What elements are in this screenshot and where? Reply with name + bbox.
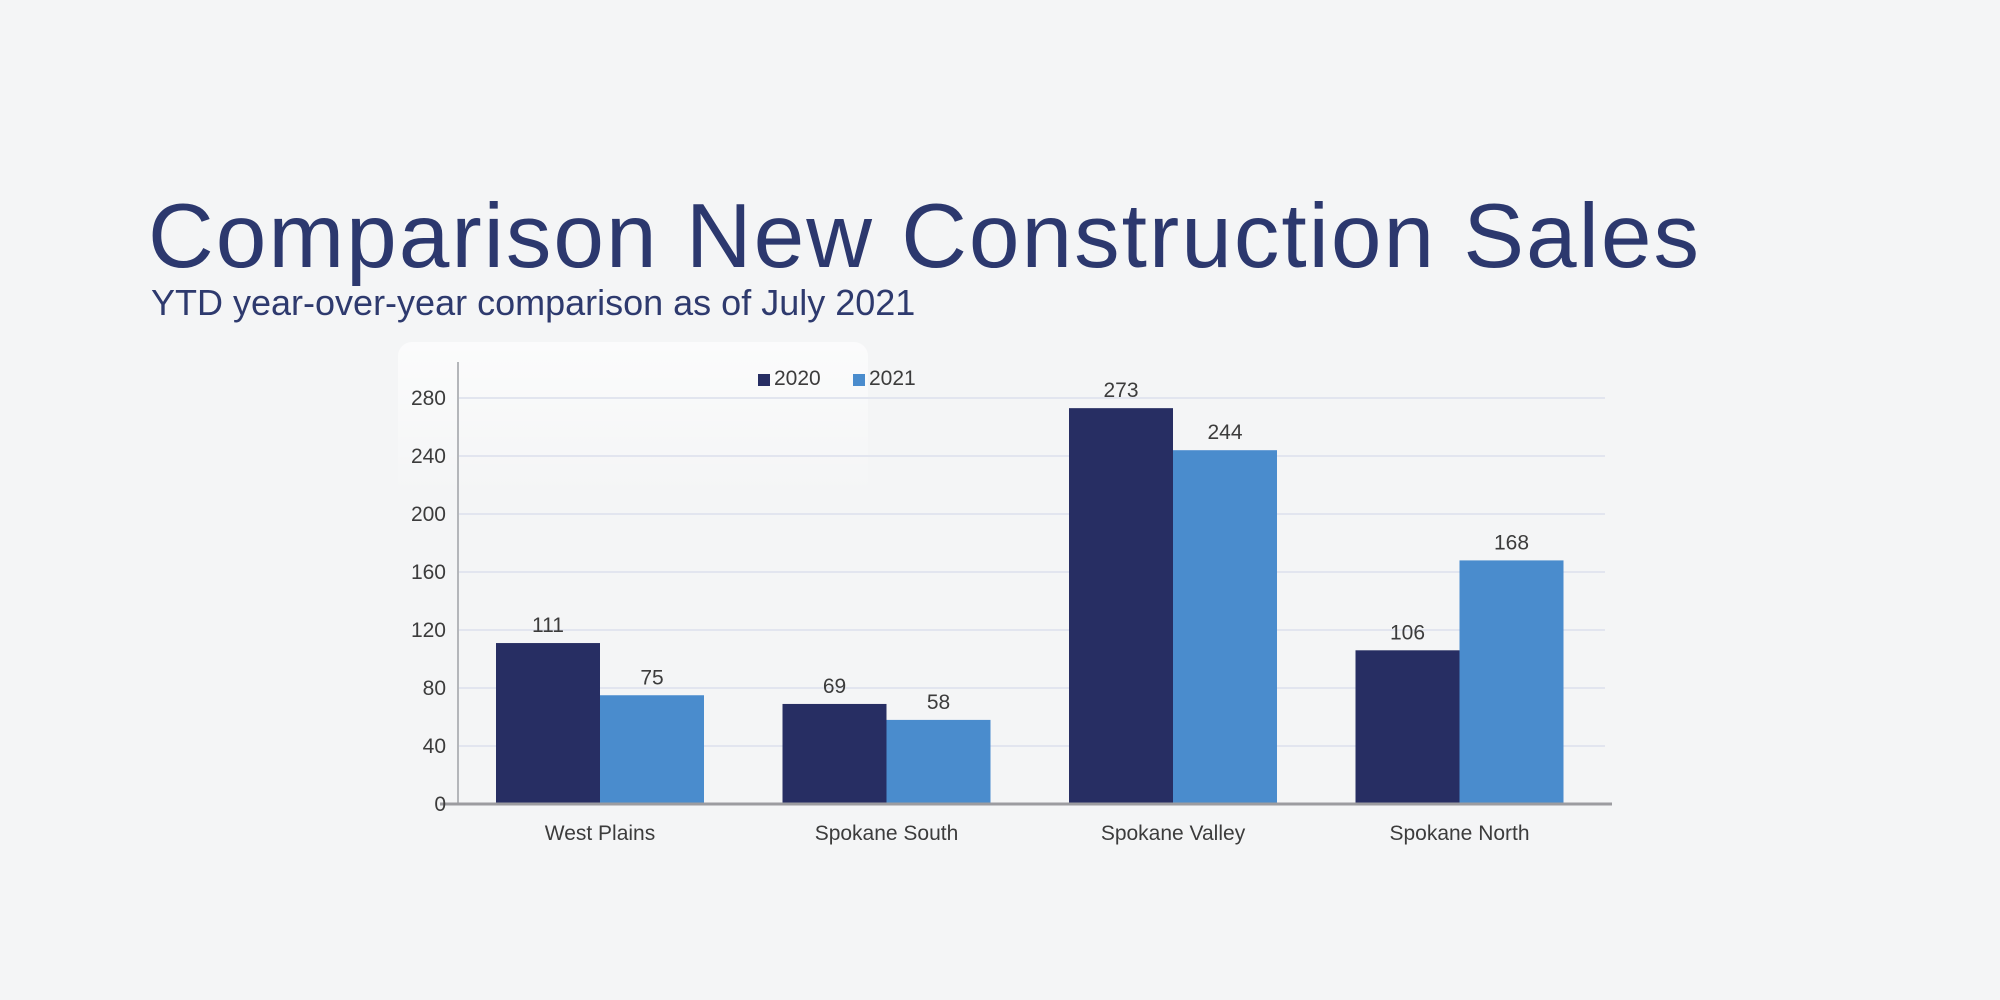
value-label: 244 <box>1207 421 1242 444</box>
bar-chart: 111 75 West Plains 69 58 Spokane South 273 244 S… <box>411 362 1612 845</box>
category-label: West Plains <box>545 822 656 845</box>
page-subtitle: YTD year-over-year comparison as of July… <box>151 282 916 323</box>
category-label: Spokane North <box>1389 822 1529 845</box>
value-label: 168 <box>1494 531 1529 554</box>
value-label: 273 <box>1103 379 1138 402</box>
category-label: Spokane South <box>815 822 959 845</box>
page-title: Comparison New Construction Sales <box>148 185 1701 287</box>
value-label: 106 <box>1390 621 1425 644</box>
legend-swatch-2021 <box>853 374 865 386</box>
value-label: 75 <box>640 666 663 689</box>
bar-2021-spokane-north <box>1459 560 1564 804</box>
y-tick-label: 120 <box>411 619 446 642</box>
bar-2021-spokane-valley <box>1173 450 1277 804</box>
bar-2020-spokane-south <box>782 703 887 804</box>
value-label: 69 <box>823 675 846 698</box>
y-tick-label: 200 <box>411 503 446 526</box>
legend-swatch-2020 <box>758 374 770 386</box>
y-tick-label: 280 <box>411 387 446 410</box>
value-label: 58 <box>927 691 950 714</box>
y-tick-label: 240 <box>411 445 446 468</box>
bar-2020-spokane-north <box>1355 650 1460 804</box>
category-label: Spokane Valley <box>1101 822 1246 845</box>
y-tick-label: 80 <box>423 677 446 700</box>
bar-2021-west-plains <box>600 695 704 804</box>
bar-2021-spokane-south <box>886 719 991 804</box>
bar-2020-west-plains <box>496 643 600 804</box>
y-tick-label: 40 <box>423 735 446 758</box>
value-label: 111 <box>532 614 564 637</box>
legend-label-2021: 2021 <box>869 367 916 390</box>
bar-2020-spokane-valley <box>1069 408 1173 804</box>
y-tick-label: 0 <box>434 793 446 816</box>
legend-label-2020: 2020 <box>774 367 821 390</box>
y-tick-label: 160 <box>411 561 446 584</box>
